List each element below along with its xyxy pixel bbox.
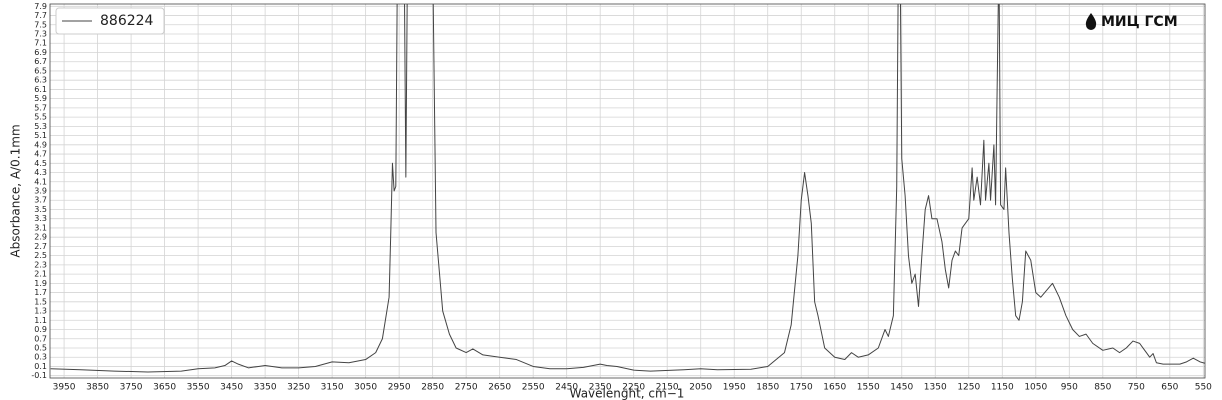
x-tick-label: 3350: [254, 383, 277, 393]
x-tick-label: 1650: [823, 383, 846, 393]
y-tick-label: 1.7: [34, 288, 47, 297]
y-tick-label: 4.1: [34, 177, 47, 186]
x-tick-label: 3850: [86, 383, 109, 393]
y-tick-label: 3.1: [34, 223, 47, 232]
y-tick-label: 6.5: [34, 66, 47, 75]
x-tick-label: 2750: [455, 383, 478, 393]
y-tick-label: 3.7: [34, 196, 47, 205]
y-tick-label: 0.1: [34, 362, 47, 371]
x-tick-label: 2550: [522, 383, 545, 393]
y-tick-label: 5.1: [34, 131, 47, 140]
y-tick-label: 5.7: [34, 103, 47, 112]
x-tick-label: 1150: [991, 383, 1014, 393]
y-tick-label: 1.5: [34, 297, 47, 306]
y-tick-label: 4.7: [34, 150, 47, 159]
x-tick-label: 3150: [321, 383, 344, 393]
grid: [50, 4, 1205, 378]
x-tick-label: 3550: [187, 383, 210, 393]
y-tick-label: 5.3: [34, 122, 47, 131]
x-tick-label: 1050: [1024, 383, 1047, 393]
logo-icon: [1085, 13, 1097, 30]
x-tick-label: 3950: [53, 383, 76, 393]
y-tick-label: 3.3: [34, 214, 47, 223]
x-tick-label: 850: [1094, 383, 1111, 393]
x-tick-label: 3650: [153, 383, 176, 393]
x-tick-label: 2650: [488, 383, 511, 393]
y-tick-label: 0.9: [34, 325, 47, 334]
y-tick-label: 1.1: [34, 316, 47, 325]
y-tick-label: 7.3: [34, 30, 47, 39]
y-tick-label: 3.5: [34, 205, 47, 214]
x-tick-label: 1850: [756, 383, 779, 393]
x-tick-label: 750: [1128, 383, 1145, 393]
x-tick-label: 550: [1195, 383, 1212, 393]
y-tick-label: 6.3: [34, 76, 47, 85]
y-tick-label: 2.1: [34, 270, 47, 279]
y-tick-label: 5.9: [34, 94, 47, 103]
y-tick-label: 1.3: [34, 307, 47, 316]
y-tick-label: 6.7: [34, 57, 47, 66]
spectrum-line: [50, 4, 1205, 373]
y-tick-label: 2.7: [34, 242, 47, 251]
x-tick-label: 1550: [857, 383, 880, 393]
x-tick-label: 3450: [220, 383, 243, 393]
y-tick-label: 3.9: [34, 187, 47, 196]
y-tick-label: 4.9: [34, 140, 47, 149]
y-tick-label: 6.1: [34, 85, 47, 94]
y-tick-label: 7.1: [34, 39, 47, 48]
x-tick-label: 2350: [589, 383, 612, 393]
legend-label: 886224: [100, 13, 154, 29]
x-tick-label: 1450: [890, 383, 913, 393]
x-tick-label: 2250: [622, 383, 645, 393]
y-tick-label: 2.3: [34, 260, 47, 269]
y-tick-label: 1.9: [34, 279, 47, 288]
x-tick-label: 1350: [924, 383, 947, 393]
x-tick-label: 650: [1161, 383, 1178, 393]
y-tick-label: 7.7: [34, 11, 47, 20]
x-tick-label: 1250: [957, 383, 980, 393]
y-tick-label: 0.7: [34, 334, 47, 343]
x-tick-label: 950: [1061, 383, 1078, 393]
x-tick-label: 1950: [723, 383, 746, 393]
x-tick-label: 2850: [421, 383, 444, 393]
x-tick-label: 2450: [555, 383, 578, 393]
x-tick-label: 3750: [120, 383, 143, 393]
y-tick-label: 5.5: [34, 113, 47, 122]
x-tick-label: 1750: [790, 383, 813, 393]
y-axis-label: Absorbance, A/0.1mm: [9, 124, 23, 257]
y-tick-label: 6.9: [34, 48, 47, 57]
y-tick-label: 7.9: [34, 2, 47, 11]
y-tick-label: 4.5: [34, 159, 47, 168]
y-tick-label: 2.9: [34, 233, 47, 242]
x-tick-label: 2950: [388, 383, 411, 393]
y-tick-label: -0.1: [31, 371, 47, 380]
x-tick-label: 2050: [689, 383, 712, 393]
x-tick-label: 2150: [656, 383, 679, 393]
x-tick-label: 3250: [287, 383, 310, 393]
y-tick-label: 7.5: [34, 20, 47, 29]
plot: [50, 4, 1205, 373]
logo: МИЦ ГСМ: [1101, 14, 1178, 30]
y-tick-label: 2.5: [34, 251, 47, 260]
x-tick-label: 3050: [354, 383, 377, 393]
legend-box: [55, 7, 165, 35]
y-tick-label: 4.3: [34, 168, 47, 177]
plot-frame: [49, 3, 1206, 379]
y-tick-label: 0.3: [34, 353, 47, 362]
x-axis-label: Wavelenght, cm−1: [570, 387, 685, 400]
y-tick-label: 0.5: [34, 343, 47, 352]
